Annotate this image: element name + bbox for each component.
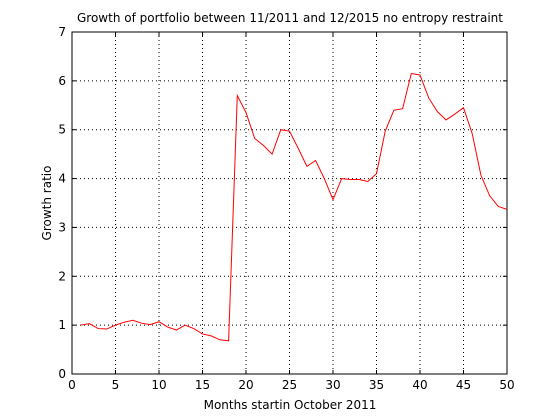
y-tick-label: 0	[58, 367, 66, 381]
x-tick-label: 35	[369, 378, 384, 392]
x-axis-label: Months startin October 2011	[204, 398, 377, 412]
grid	[72, 32, 507, 374]
axis-ticks	[71, 31, 508, 375]
y-tick-label: 6	[58, 74, 66, 88]
x-tick-label: 40	[412, 378, 427, 392]
y-tick-label: 2	[58, 269, 66, 283]
y-axis-label: Growth ratio	[40, 166, 54, 241]
y-tick-label: 1	[58, 318, 66, 332]
x-tick-label: 25	[282, 378, 297, 392]
x-tick-label: 5	[112, 378, 120, 392]
x-tick-label: 30	[325, 378, 340, 392]
chart-title: Growth of portfolio between 11/2011 and …	[77, 11, 503, 25]
series-layer	[80, 72, 508, 342]
y-tick-label: 4	[58, 172, 66, 186]
y-tick-label: 7	[58, 25, 66, 39]
x-tick-label: 15	[195, 378, 210, 392]
plot-area-frame	[71, 31, 508, 375]
x-tick-label: 50	[499, 378, 514, 392]
x-tick-label: 10	[151, 378, 166, 392]
series-line	[80, 72, 508, 342]
x-tick-label: 0	[68, 378, 76, 392]
x-tick-label: 45	[456, 378, 471, 392]
y-tick-label: 5	[58, 123, 66, 137]
x-tick-label: 20	[238, 378, 253, 392]
y-tick-label: 3	[58, 220, 66, 234]
